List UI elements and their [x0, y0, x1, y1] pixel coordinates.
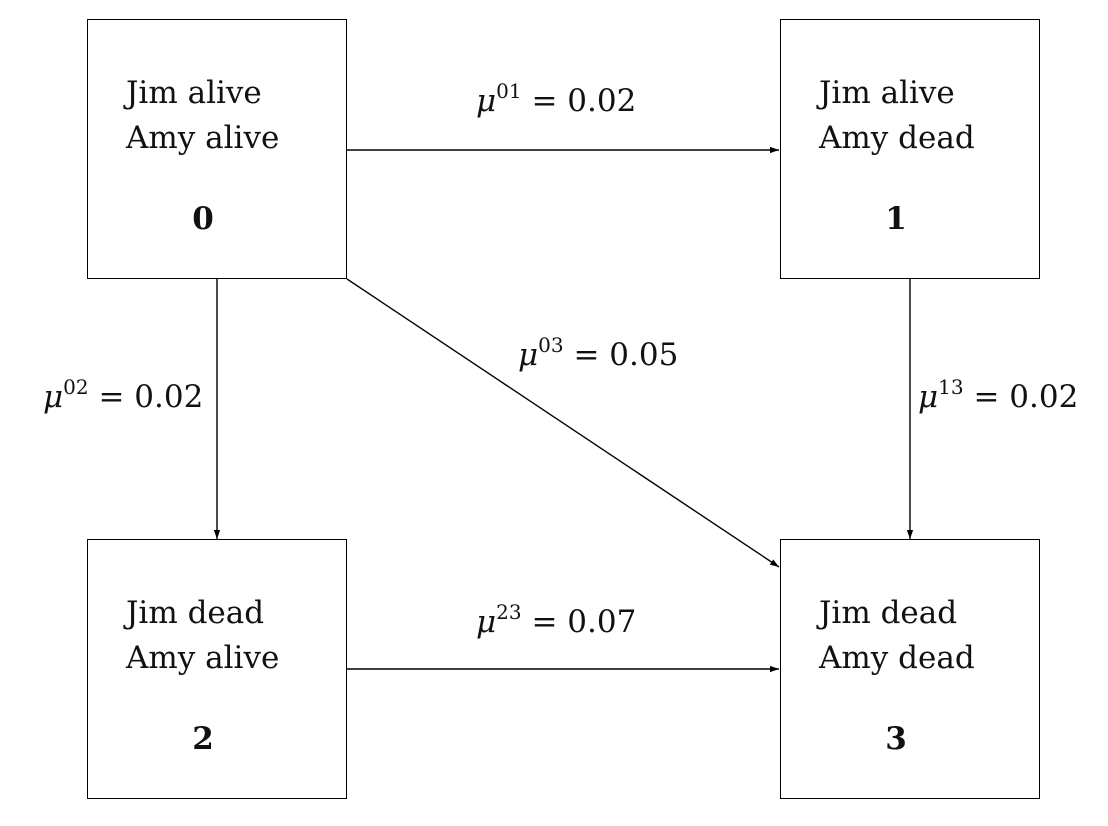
- rate-value: = 0.05: [573, 337, 679, 373]
- arrow-0-to-3: [346, 278, 780, 568]
- state-jim-status: Jim dead: [126, 595, 265, 631]
- state-jim-status: Jim alive: [819, 75, 955, 111]
- rate-value: = 0.02: [98, 379, 204, 415]
- rate-superscript: 13: [938, 375, 964, 399]
- state-amy-status: Amy alive: [126, 120, 280, 156]
- state-number: 0: [192, 201, 214, 237]
- rate-symbol: μ: [518, 337, 539, 373]
- rate-superscript: 02: [63, 375, 89, 399]
- rate-symbol: μ: [476, 604, 497, 640]
- rate-superscript: 03: [538, 333, 564, 357]
- rate-symbol: μ: [918, 379, 939, 415]
- rate-label-1-3: μ13 = 0.02: [918, 377, 1079, 415]
- state-number: 1: [885, 201, 907, 237]
- rate-label-0-1: μ01 = 0.02: [476, 81, 637, 119]
- state-number: 2: [192, 721, 214, 757]
- state-box-0: Jim alive Amy alive 0: [87, 19, 347, 279]
- state-amy-status: Amy alive: [126, 640, 280, 676]
- state-box-2: Jim dead Amy alive 2: [87, 539, 347, 799]
- state-number: 3: [885, 721, 907, 757]
- rate-value: = 0.02: [531, 83, 637, 119]
- rate-label-2-3: μ23 = 0.07: [476, 602, 637, 640]
- state-box-3: Jim dead Amy dead 3: [780, 539, 1040, 799]
- rate-symbol: μ: [43, 379, 64, 415]
- state-amy-status: Amy dead: [819, 640, 975, 676]
- rate-label-0-2: μ02 = 0.02: [43, 377, 204, 415]
- rate-value: = 0.07: [531, 604, 637, 640]
- state-jim-status: Jim alive: [126, 75, 262, 111]
- rate-superscript: 01: [496, 79, 522, 103]
- rate-symbol: μ: [476, 83, 497, 119]
- rate-label-0-3: μ03 = 0.05: [518, 335, 679, 373]
- state-box-1: Jim alive Amy dead 1: [780, 19, 1040, 279]
- rate-superscript: 23: [496, 600, 522, 624]
- rate-value: = 0.02: [973, 379, 1079, 415]
- state-jim-status: Jim dead: [819, 595, 958, 631]
- state-amy-status: Amy dead: [819, 120, 975, 156]
